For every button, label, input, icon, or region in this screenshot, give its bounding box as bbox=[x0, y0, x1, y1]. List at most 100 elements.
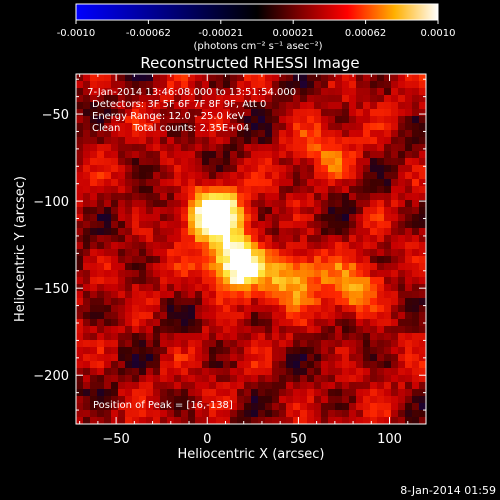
heatmap-cell bbox=[160, 74, 168, 82]
heatmap-cell bbox=[342, 249, 350, 257]
heatmap-cell bbox=[125, 410, 133, 418]
heatmap-cell bbox=[258, 249, 266, 257]
heatmap-cell bbox=[405, 256, 413, 264]
heatmap-cell bbox=[251, 347, 259, 355]
heatmap-cell bbox=[398, 144, 406, 152]
heatmap-cell bbox=[405, 81, 413, 89]
heatmap-cell bbox=[356, 368, 364, 376]
heatmap-cell bbox=[328, 228, 336, 236]
heatmap-cell bbox=[195, 277, 203, 285]
heatmap-cell bbox=[342, 305, 350, 313]
heatmap-cell bbox=[328, 74, 336, 82]
heatmap-cell bbox=[188, 88, 196, 96]
heatmap-cell bbox=[307, 116, 315, 124]
heatmap-cell bbox=[195, 123, 203, 131]
heatmap-cell bbox=[251, 228, 259, 236]
heatmap-cell bbox=[335, 130, 343, 138]
heatmap-cell bbox=[419, 193, 426, 201]
heatmap-cell bbox=[230, 291, 238, 299]
heatmap-cell bbox=[97, 193, 105, 201]
heatmap-cell bbox=[230, 375, 238, 383]
heatmap-cell bbox=[167, 326, 175, 334]
heatmap-cell bbox=[265, 326, 273, 334]
heatmap-cell bbox=[174, 81, 182, 89]
heatmap-cell bbox=[118, 123, 126, 131]
heatmap-cell bbox=[251, 354, 259, 362]
heatmap-cell bbox=[391, 109, 399, 117]
heatmap-cell bbox=[111, 207, 119, 215]
heatmap-cell bbox=[83, 130, 91, 138]
heatmap-cell bbox=[125, 228, 133, 236]
heatmap-cell bbox=[230, 123, 238, 131]
heatmap-cell bbox=[125, 137, 133, 145]
heatmap-cell bbox=[90, 277, 98, 285]
heatmap-cell bbox=[328, 270, 336, 278]
heatmap-cell bbox=[307, 382, 315, 390]
heatmap-cell bbox=[265, 389, 273, 397]
heatmap-cell bbox=[272, 375, 280, 383]
heatmap-cell bbox=[405, 347, 413, 355]
heatmap-cell bbox=[265, 340, 273, 348]
heatmap-cell bbox=[307, 263, 315, 271]
heatmap-cell bbox=[363, 221, 371, 229]
heatmap-cell bbox=[328, 319, 336, 327]
heatmap-cell bbox=[90, 417, 98, 424]
heatmap-cell bbox=[209, 165, 217, 173]
heatmap-cell bbox=[370, 375, 378, 383]
heatmap-cell bbox=[104, 368, 112, 376]
heatmap-cell bbox=[342, 228, 350, 236]
heatmap-cell bbox=[300, 165, 308, 173]
heatmap-cell bbox=[146, 319, 154, 327]
heatmap-cell bbox=[398, 263, 406, 271]
heatmap-cell bbox=[286, 200, 294, 208]
heatmap-cell bbox=[146, 207, 154, 215]
heatmap-cell bbox=[76, 242, 84, 250]
heatmap-cell bbox=[419, 179, 426, 187]
heatmap-cell bbox=[202, 74, 210, 82]
heatmap-cell bbox=[132, 305, 140, 313]
heatmap-cell bbox=[181, 172, 189, 180]
heatmap-cell bbox=[377, 305, 385, 313]
heatmap-cell bbox=[216, 375, 224, 383]
heatmap-cell bbox=[384, 284, 392, 292]
heatmap-cell bbox=[272, 284, 280, 292]
heatmap-cell bbox=[272, 270, 280, 278]
heatmap-cell bbox=[132, 200, 140, 208]
heatmap-cell bbox=[223, 235, 231, 243]
heatmap-cell bbox=[307, 123, 315, 131]
heatmap-cell bbox=[111, 172, 119, 180]
heatmap-cell bbox=[195, 109, 203, 117]
heatmap-cell bbox=[370, 277, 378, 285]
heatmap-cell bbox=[83, 305, 91, 313]
heatmap-cell bbox=[279, 165, 287, 173]
heatmap-cell bbox=[363, 326, 371, 334]
heatmap-cell bbox=[125, 116, 133, 124]
heatmap-cell bbox=[181, 193, 189, 201]
heatmap-cell bbox=[314, 74, 322, 82]
heatmap-cell bbox=[279, 354, 287, 362]
heatmap-cell bbox=[139, 123, 147, 131]
heatmap-cell bbox=[76, 88, 84, 96]
heatmap-cell bbox=[321, 312, 329, 320]
heatmap-cell bbox=[76, 333, 84, 341]
heatmap-cell bbox=[258, 403, 266, 411]
heatmap-cell bbox=[258, 319, 266, 327]
heatmap-cell bbox=[335, 165, 343, 173]
heatmap-cell bbox=[160, 396, 168, 404]
heatmap-cell bbox=[335, 410, 343, 418]
heatmap-cell bbox=[160, 298, 168, 306]
heatmap-cell bbox=[307, 214, 315, 222]
heatmap-cell bbox=[335, 382, 343, 390]
heatmap-cell bbox=[405, 361, 413, 369]
heatmap-cell bbox=[125, 200, 133, 208]
heatmap-cell bbox=[181, 403, 189, 411]
heatmap-cell bbox=[146, 102, 154, 110]
heatmap-cell bbox=[83, 200, 91, 208]
heatmap-cell bbox=[132, 88, 140, 96]
heatmap-cell bbox=[195, 410, 203, 418]
heatmap-cell bbox=[419, 291, 426, 299]
heatmap-cell bbox=[76, 235, 84, 243]
heatmap-cell bbox=[153, 256, 161, 264]
heatmap-cell bbox=[272, 312, 280, 320]
heatmap-cell bbox=[132, 151, 140, 159]
